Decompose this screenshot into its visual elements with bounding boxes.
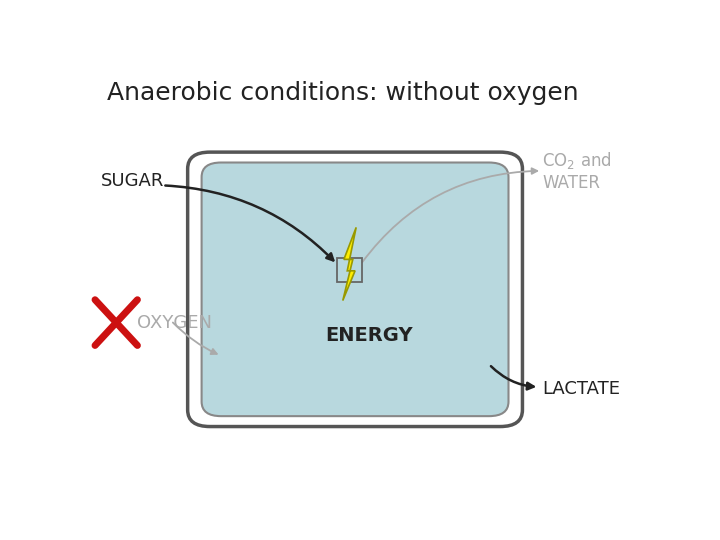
Text: CO$_2$ and
WATER: CO$_2$ and WATER — [542, 150, 612, 192]
FancyBboxPatch shape — [202, 163, 508, 416]
FancyBboxPatch shape — [188, 152, 523, 427]
Text: Anaerobic conditions: without oxygen: Anaerobic conditions: without oxygen — [107, 82, 578, 105]
Text: SUGAR: SUGAR — [101, 172, 165, 190]
Polygon shape — [343, 227, 356, 301]
Text: ENERGY: ENERGY — [325, 326, 413, 345]
Text: LACTATE: LACTATE — [542, 380, 620, 398]
Bar — [337, 258, 361, 282]
Text: OXYGEN: OXYGEN — [138, 314, 212, 332]
